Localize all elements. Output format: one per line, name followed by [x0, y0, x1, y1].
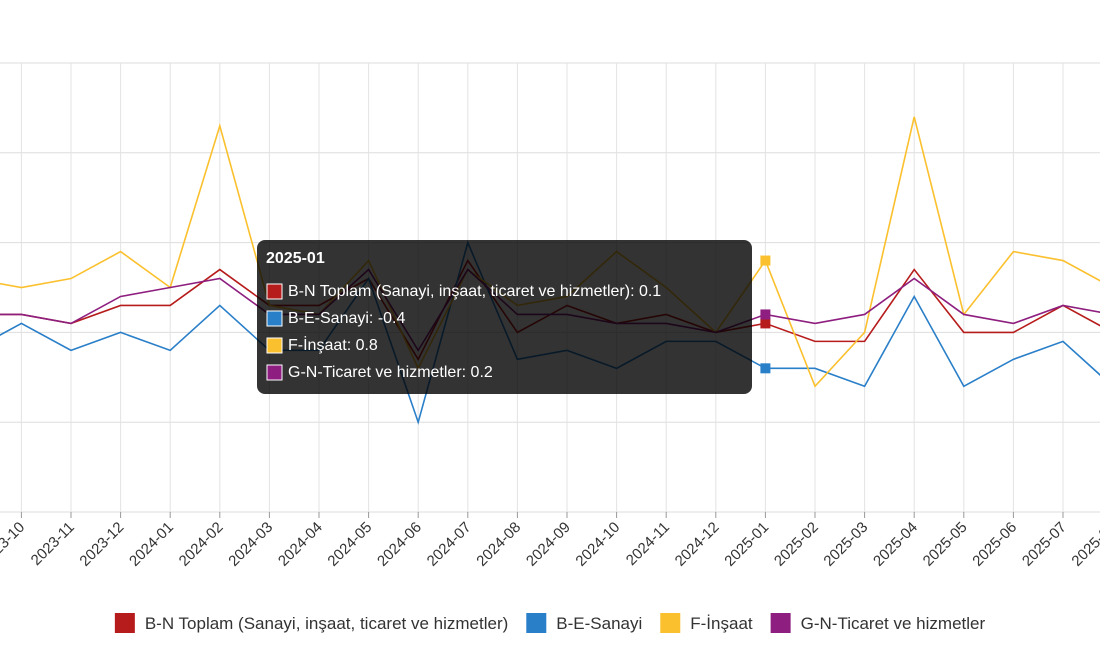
x-tick-label: 2024-11 — [623, 519, 673, 569]
x-tick-label: 2025-05 — [920, 519, 971, 570]
tooltip-line: B-N Toplam (Sanayi, inşaat, ticaret ve h… — [288, 283, 661, 300]
x-tick-label: 2023-11 — [28, 519, 78, 569]
legend-swatch[interactable] — [770, 613, 791, 633]
tooltip-value: 0.1 — [639, 283, 661, 300]
tooltip: 2025-01 B-N Toplam (Sanayi, inşaat, ticar… — [257, 240, 752, 394]
tooltip-separator: : — [462, 364, 471, 381]
x-tick-label: 2025-01 — [721, 519, 772, 570]
hover-marker — [760, 318, 771, 329]
tooltip-value: 0.8 — [356, 337, 378, 354]
x-tick-label: 2024-10 — [572, 519, 623, 570]
x-tick-label: 2024-07 — [424, 519, 475, 570]
legend-label[interactable]: G-N-Ticaret ve hizmetler — [801, 614, 986, 633]
tooltip-box — [257, 240, 752, 394]
x-tick-label: 2024-03 — [225, 519, 276, 570]
x-tick-label: 2025-04 — [870, 519, 921, 570]
x-tick-label: 2024-06 — [374, 519, 425, 570]
tooltip-swatch — [266, 283, 283, 300]
tooltip-series-name: B-N Toplam (Sanayi, inşaat, ticaret ve h… — [288, 283, 630, 300]
x-tick-label: 2025-06 — [969, 519, 1020, 570]
x-tick-label: 2025-02 — [771, 519, 822, 570]
legend-label[interactable]: F-İnşaat — [690, 614, 753, 633]
x-tick-label: 2024-02 — [176, 519, 227, 570]
tooltip-value: 0.2 — [471, 364, 493, 381]
tooltip-separator: : — [369, 310, 378, 327]
x-axis: 2023-092023-102023-112023-122024-012024-… — [0, 512, 1100, 570]
tooltip-series-name: G-N-Ticaret ve hizmetler — [288, 364, 462, 381]
x-tick-label: 2024-04 — [275, 519, 326, 570]
x-tick-label: 2024-08 — [473, 519, 524, 570]
tooltip-line: G-N-Ticaret ve hizmetler: 0.2 — [288, 364, 493, 381]
tooltip-separator: : — [347, 337, 356, 354]
x-tick-label: 2024-12 — [672, 519, 723, 570]
x-tick-label: 2025-07 — [1019, 519, 1070, 570]
tooltip-line: F-İnşaat: 0.8 — [288, 335, 378, 354]
hover-marker — [760, 255, 771, 266]
x-tick-label: 2025-08 — [1068, 519, 1100, 570]
tooltip-line: B-E-Sanayi: -0.4 — [288, 310, 405, 327]
legend: B-N Toplam (Sanayi, inşaat, ticaret ve h… — [114, 613, 986, 633]
x-tick-label: 2024-05 — [324, 519, 375, 570]
hover-marker — [760, 309, 771, 320]
tooltip-series-name: B-E-Sanayi — [288, 310, 369, 327]
x-tick-label: 2025-03 — [820, 519, 871, 570]
tooltip-title: 2025-01 — [266, 250, 325, 267]
tooltip-series-name: F-İnşaat — [288, 335, 347, 354]
x-tick-label: 2024-09 — [523, 519, 574, 570]
legend-label[interactable]: B-E-Sanayi — [556, 614, 642, 633]
legend-swatch[interactable] — [114, 613, 135, 633]
x-tick-label: 2023-10 — [0, 519, 28, 570]
x-tick-label: 2023-12 — [76, 519, 127, 570]
tooltip-swatch — [266, 337, 283, 354]
legend-swatch[interactable] — [660, 613, 681, 633]
tooltip-swatch — [266, 364, 283, 381]
tooltip-value: -0.4 — [378, 310, 406, 327]
hover-marker — [760, 363, 771, 374]
tooltip-swatch — [266, 310, 283, 327]
x-tick-label: 2024-01 — [126, 519, 177, 570]
legend-swatch[interactable] — [526, 613, 547, 633]
tooltip-separator: : — [630, 283, 639, 300]
legend-label[interactable]: B-N Toplam (Sanayi, inşaat, ticaret ve h… — [145, 614, 508, 633]
